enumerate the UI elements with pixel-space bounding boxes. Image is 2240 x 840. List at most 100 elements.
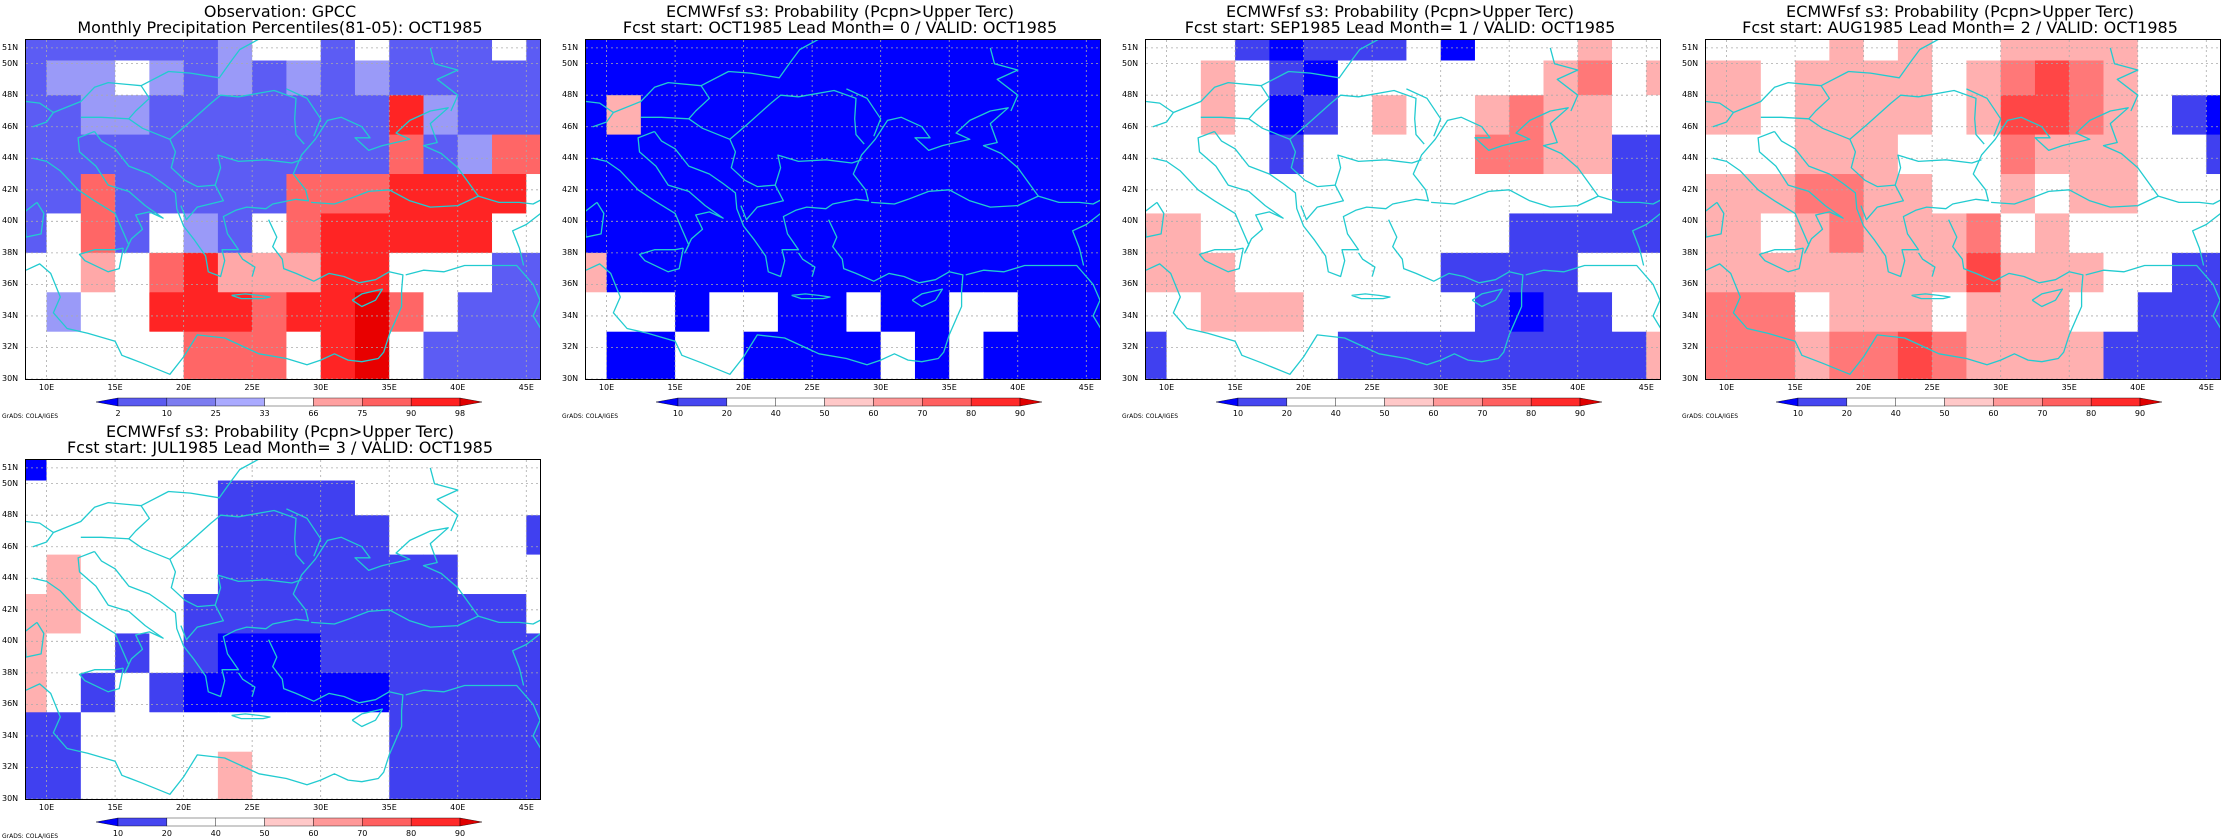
colorbar-label: 50 <box>259 829 269 838</box>
heatmap-cell <box>1166 252 1202 293</box>
heatmap-cell <box>1706 174 1728 214</box>
heatmap-cell <box>1052 213 1087 254</box>
coastline <box>1289 139 1345 221</box>
chart-subtitle: Fcst start: JUL1985 Lead Month= 3 / VALI… <box>66 438 494 457</box>
heatmap-cell <box>812 60 847 96</box>
heatmap-cell <box>606 95 642 136</box>
chart-subtitle: Fcst start: SEP1985 Lead Month= 1 / VALI… <box>1184 18 1616 37</box>
chart-title: ECMWFsf s3: Probability (Pcpn>Upper Terc… <box>666 2 1014 21</box>
map-plot-area <box>585 39 1101 380</box>
heatmap-cell <box>675 292 710 333</box>
coastline <box>351 288 384 308</box>
heatmap-cell <box>1897 331 1933 379</box>
lon-tick-label: 35E <box>381 383 397 392</box>
heatmap-cell <box>115 672 150 713</box>
heatmap-cell <box>183 40 219 61</box>
heatmap-cell <box>183 554 219 595</box>
lat-tick-label: 34N <box>1122 310 1139 320</box>
coastline <box>214 574 302 606</box>
heatmap-cell <box>1372 174 1407 214</box>
heatmap-cell <box>320 480 356 516</box>
map-plot-area <box>25 459 541 800</box>
heatmap-cell <box>1052 331 1087 379</box>
heatmap-cell <box>286 633 322 674</box>
heatmap-cell <box>149 95 185 136</box>
heatmap-cell <box>1200 213 1236 254</box>
heatmap-cell <box>492 594 527 634</box>
coastline <box>169 139 225 221</box>
heatmap-cell <box>1612 331 1647 379</box>
coastline <box>989 47 1019 112</box>
heatmap-cell <box>354 633 390 674</box>
heatmap-cell <box>252 554 287 595</box>
colorbar-label: 80 <box>1526 409 1536 418</box>
coastline <box>231 713 271 720</box>
colorbar: 10 20 40 50 60 70 80 90 <box>1775 397 2163 418</box>
heatmap-cell <box>1932 174 1967 214</box>
heatmap-cell <box>1146 331 1168 379</box>
colorbar-label: 2 <box>115 409 120 418</box>
heatmap-cell <box>2206 213 2220 254</box>
lat-tick-label: 44N <box>562 153 579 163</box>
coastline <box>26 100 55 128</box>
lat-tick-label: 48N <box>1122 90 1139 100</box>
heatmap-cell <box>389 213 424 254</box>
heatmap-cell <box>1337 213 1373 254</box>
coastline <box>231 293 271 300</box>
colorbar: 10 20 40 50 60 70 80 90 <box>655 397 1043 418</box>
heatmap-cell <box>743 60 779 96</box>
heatmap-cell <box>880 134 916 175</box>
lat-tick-label: 34N <box>2 310 19 320</box>
lon-tick-label: 30E <box>1433 383 1449 392</box>
heatmap-cell <box>217 594 253 634</box>
heatmap-cell <box>80 252 116 293</box>
heatmap-cell <box>846 292 882 333</box>
heatmap-cell <box>1646 213 1660 254</box>
heatmap-cell <box>1474 60 1510 96</box>
heatmap-cell <box>320 633 356 674</box>
heatmap-cell <box>46 554 82 595</box>
lat-tick-label: 42N <box>1682 184 1699 194</box>
heatmap-cell <box>217 633 253 674</box>
heatmap-cell <box>457 460 493 481</box>
heatmap-cell <box>389 460 424 481</box>
heatmap-cell <box>1474 40 1510 61</box>
heatmap-cell <box>709 95 745 136</box>
heatmap-cell <box>286 95 322 136</box>
lon-tick-label: 45E <box>1638 383 1654 392</box>
heatmap-cell <box>1086 40 1100 61</box>
heatmap-cell <box>1166 40 1202 61</box>
coastline <box>640 89 865 145</box>
lat-tick-label: 40N <box>2 216 19 226</box>
coastline <box>1966 88 2002 137</box>
heatmap-cell <box>423 134 459 175</box>
heatmap-cell <box>1017 213 1053 254</box>
heatmap-cell <box>354 95 390 136</box>
lat-tick-label: 48N <box>562 90 579 100</box>
coastline <box>613 81 711 120</box>
colorbar-swatch <box>1579 397 1603 407</box>
heatmap-cell <box>149 460 185 481</box>
heatmap-cell <box>983 331 1019 379</box>
heatmap-cell <box>457 134 493 175</box>
heatmap-cell <box>217 174 253 214</box>
heatmap-cell <box>252 134 287 175</box>
chart-title: ECMWFsf s3: Probability (Pcpn>Upper Terc… <box>106 422 454 441</box>
colorbar-label: 10 <box>673 409 683 418</box>
heatmap-cell <box>46 480 82 516</box>
heatmap-cell <box>2206 40 2220 61</box>
heatmap-cell <box>354 712 390 753</box>
heatmap-cell <box>2069 60 2104 96</box>
heatmap-cell <box>26 95 48 136</box>
heatmap-cell <box>1166 213 1202 254</box>
heatmap-cell <box>526 292 540 333</box>
map-plot-area <box>1145 39 1661 380</box>
colorbar-swatch <box>95 817 119 827</box>
heatmap-cell <box>2069 213 2104 254</box>
heatmap-cell <box>1474 331 1510 379</box>
heatmap-cell <box>812 252 847 293</box>
heatmap-cell <box>1166 292 1202 333</box>
heatmap-cell <box>1440 252 1476 293</box>
lat-tick-label: 40N <box>2 636 19 646</box>
heatmap-cell <box>640 174 676 214</box>
